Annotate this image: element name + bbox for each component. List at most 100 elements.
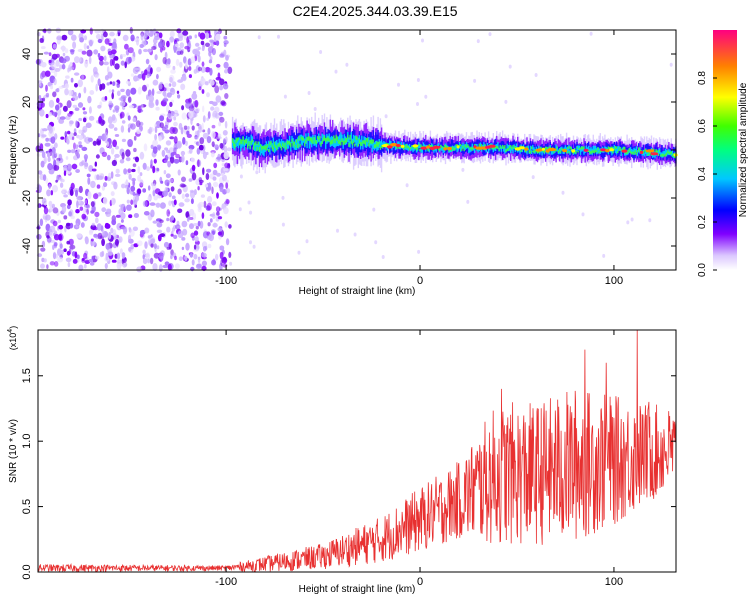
noise-speck [48, 183, 51, 189]
noise-speck [53, 152, 58, 159]
signal-band-segment [408, 147, 411, 151]
noise-speck [122, 34, 129, 42]
noise-speck [194, 34, 198, 39]
signal-hotspot [488, 144, 496, 148]
noise-speck [152, 165, 156, 174]
signal-band-segment [259, 143, 262, 147]
signal-band-segment [647, 153, 649, 156]
signal-band-segment [237, 137, 240, 141]
signal-band-segment [674, 155, 676, 159]
noise-speck [97, 53, 101, 58]
noise-speck [45, 137, 50, 142]
noise-speck [126, 186, 130, 195]
signal-band-segment [540, 146, 542, 149]
noise-speck [50, 69, 56, 74]
faint-speck [239, 174, 243, 179]
signal-band-segment [414, 147, 416, 149]
noise-speck [179, 183, 186, 188]
signal-band-segment [377, 142, 379, 148]
noise-speck [48, 168, 55, 175]
signal-band-segment [291, 139, 293, 142]
noise-speck [83, 154, 88, 160]
faint-speck [381, 255, 385, 259]
signal-band-segment [577, 145, 579, 151]
signal-band-segment [551, 149, 554, 155]
signal-band-segment [282, 139, 284, 159]
noise-speck [43, 51, 49, 55]
signal-band-segment [598, 148, 600, 153]
spectrogram-x-label: Height of straight line (km) [299, 286, 416, 297]
noise-speck [127, 115, 131, 121]
noise-speck [137, 188, 142, 195]
noise-speck [173, 234, 178, 239]
signal-band-segment [500, 146, 503, 149]
noise-speck [215, 253, 219, 261]
signal-band-segment [282, 142, 284, 146]
signal-band-segment [570, 147, 572, 156]
noise-speck [164, 51, 168, 60]
noise-speck [174, 263, 180, 269]
noise-speck [170, 186, 175, 192]
signal-band-segment [407, 146, 409, 149]
signal-band-segment [386, 145, 389, 151]
noise-speck [119, 111, 125, 119]
signal-band-segment [478, 143, 480, 147]
noise-speck [125, 80, 130, 84]
signal-band-segment [349, 134, 351, 140]
noise-speck [40, 263, 45, 269]
noise-speck [186, 130, 190, 136]
signal-band-segment [639, 149, 641, 152]
signal-band-segment [489, 147, 491, 150]
signal-hotspot [535, 148, 543, 152]
signal-band-segment [519, 149, 521, 154]
signal-band-segment [418, 144, 420, 146]
noise-speck [71, 136, 75, 141]
signal-band-segment [258, 147, 261, 152]
signal-band-segment [463, 148, 465, 152]
noise-speck [162, 264, 169, 269]
signal-band-segment [235, 138, 237, 144]
signal-band-segment [553, 148, 555, 154]
noise-speck [137, 86, 142, 95]
noise-speck [40, 46, 46, 50]
noise-speck [199, 220, 204, 229]
snr-background [38, 330, 676, 572]
noise-speck [197, 206, 202, 213]
noise-speck [152, 220, 158, 224]
noise-speck [173, 147, 177, 154]
signal-band-segment [569, 150, 571, 155]
signal-band-segment [248, 136, 250, 144]
spectrogram-x-ticks: -100 0 100 [215, 30, 623, 287]
signal-band-segment [288, 141, 291, 146]
noise-speck [54, 142, 58, 149]
signal-band-segment [593, 145, 596, 152]
noise-speck [216, 172, 221, 177]
noise-speck [142, 162, 147, 170]
noise-speck [55, 104, 60, 111]
signal-band-segment [368, 143, 370, 147]
signal-band-segment [325, 126, 327, 149]
noise-speck [205, 173, 210, 180]
signal-band-segment [294, 144, 297, 148]
signal-band-segment [401, 144, 404, 154]
noise-speck [147, 196, 151, 201]
signal-band-segment [405, 143, 407, 147]
signal-band-segment [569, 146, 571, 149]
signal-band-segment [468, 145, 470, 148]
noise-speck [184, 198, 190, 203]
noise-speck [142, 188, 147, 193]
signal-band-segment [464, 144, 466, 147]
signal-band-segment [337, 140, 340, 144]
noise-speck [191, 259, 195, 266]
noise-speck [158, 253, 164, 259]
noise-speck [69, 66, 75, 70]
noise-speck [89, 229, 94, 234]
noise-speck [199, 137, 205, 145]
noise-speck [185, 242, 190, 251]
noise-speck [155, 99, 159, 106]
noise-speck [133, 135, 137, 141]
noise-speck [62, 52, 66, 57]
noise-speck [125, 157, 131, 162]
noise-speck [60, 136, 65, 140]
